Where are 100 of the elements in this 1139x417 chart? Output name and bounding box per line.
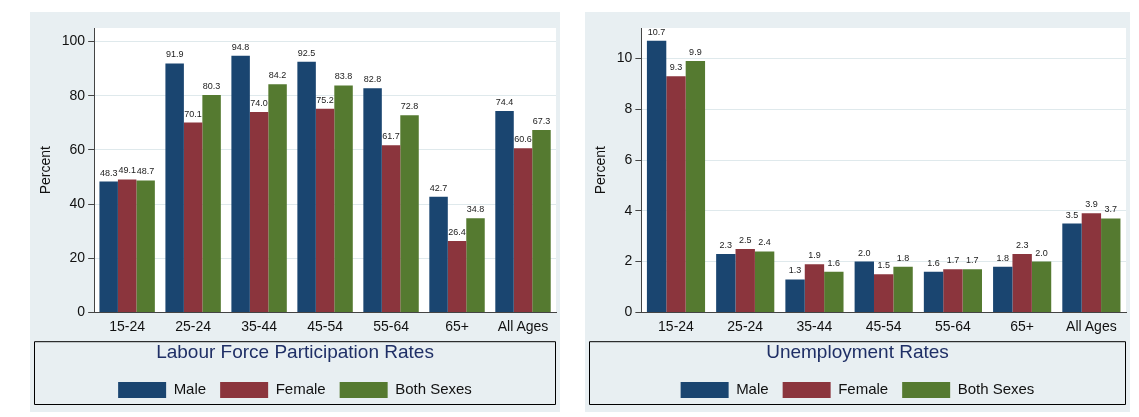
x-tick-label: 45-54: [307, 317, 344, 334]
data-label: 2.0: [858, 247, 871, 258]
data-label: 1.8: [996, 252, 1010, 263]
legend-title: Unemployment Rates: [766, 340, 949, 362]
bar: [136, 180, 155, 312]
data-label: 48.7: [136, 166, 155, 177]
y-tick-label: 80: [69, 86, 86, 103]
bar: [685, 61, 706, 312]
y-tick-label: 4: [624, 201, 633, 218]
bar: [447, 240, 467, 312]
x-tick-label: 25-24: [175, 317, 212, 334]
bar: [873, 274, 894, 312]
bar: [754, 251, 775, 312]
data-label: 1.7: [946, 255, 960, 266]
data-label: 84.2: [268, 70, 287, 81]
data-label: 1.8: [896, 252, 910, 263]
bar: [381, 145, 401, 312]
x-tick-label: 15-24: [109, 317, 146, 334]
legend-label: Female: [275, 380, 326, 398]
bar: [117, 179, 137, 312]
bar: [231, 55, 250, 312]
legend-label: Male: [173, 380, 207, 398]
data-label: 91.9: [165, 49, 184, 60]
x-tick-label: 45-54: [865, 317, 902, 334]
data-label: 2.3: [1015, 239, 1029, 250]
data-label: 82.8: [363, 74, 382, 85]
y-tick-label: 0: [624, 303, 633, 320]
data-label: 92.5: [297, 47, 316, 58]
bar: [1031, 261, 1052, 312]
y-tick-label: 60: [69, 140, 86, 157]
data-label: 74.0: [250, 97, 268, 108]
data-label: 26.4: [448, 226, 466, 237]
data-label: 70.1: [184, 108, 202, 119]
data-label: 1.9: [808, 250, 821, 261]
bar: [1062, 223, 1082, 312]
legend-label: Both Sexes: [957, 380, 1035, 398]
data-label: 83.8: [334, 71, 353, 82]
bar: [785, 279, 805, 312]
bar: [804, 264, 825, 312]
bar: [1081, 213, 1102, 312]
data-label: 3.5: [1065, 209, 1079, 220]
bar: [513, 148, 533, 312]
data-label: 75.2: [316, 94, 334, 105]
bar: [993, 266, 1013, 312]
x-tick-label: 55-64: [373, 317, 410, 334]
y-tick-label: 20: [69, 249, 86, 266]
data-label: 1.3: [788, 265, 802, 276]
bar: [1101, 218, 1121, 312]
x-tick-label: All Ages: [497, 317, 549, 334]
bar: [400, 115, 419, 312]
data-label: 3.9: [1085, 199, 1098, 210]
data-label: 74.4: [495, 96, 514, 107]
data-label: 80.3: [202, 80, 221, 91]
data-label: 67.3: [532, 116, 551, 127]
x-tick-label: 65+: [445, 317, 469, 334]
bar: [268, 84, 287, 312]
bar: [249, 111, 269, 312]
data-label: 2.3: [719, 239, 733, 250]
bar: [666, 76, 686, 312]
data-label: 9.3: [669, 62, 683, 73]
y-tick-label: 100: [61, 32, 86, 49]
bar: [943, 269, 963, 312]
y-tick-label: 8: [624, 100, 633, 117]
x-tick-label: 55-64: [935, 317, 972, 334]
bar: [893, 266, 913, 312]
data-label: 1.6: [927, 257, 940, 268]
x-tick-label: 35-44: [796, 317, 833, 334]
data-label: 3.7: [1104, 204, 1118, 215]
data-label: 2.0: [1035, 247, 1048, 258]
bar: [183, 122, 203, 312]
bar: [824, 271, 844, 312]
data-label: 34.8: [466, 204, 485, 215]
y-tick-label: 2: [624, 252, 633, 269]
data-label: 10.7: [647, 26, 666, 37]
data-label: 1.5: [877, 260, 890, 271]
bar: [646, 40, 667, 312]
bar: [315, 108, 335, 312]
legend-title: Labour Force Participation Rates: [156, 340, 434, 362]
bar: [532, 130, 551, 312]
x-tick-label: 35-44: [241, 317, 278, 334]
legend-label: Female: [838, 380, 889, 398]
data-label: 42.7: [429, 182, 448, 193]
bar: [466, 218, 485, 312]
bar: [962, 269, 982, 312]
bar: [202, 94, 221, 312]
data-label: 1.7: [966, 255, 979, 266]
data-label: 61.7: [382, 131, 400, 142]
bar: [363, 88, 382, 312]
y-axis-title: Percent: [592, 145, 609, 195]
bar: [165, 63, 184, 312]
y-axis-title: Percent: [37, 145, 54, 195]
bar: [716, 254, 736, 312]
data-label: 72.8: [400, 101, 419, 112]
bar: [495, 110, 514, 312]
y-tick-label: 10: [616, 49, 633, 66]
bar: [854, 261, 874, 312]
bar: [99, 181, 118, 312]
data-label: 1.6: [827, 257, 841, 268]
x-tick-label: 25-24: [727, 317, 764, 334]
data-label: 94.8: [231, 41, 250, 52]
